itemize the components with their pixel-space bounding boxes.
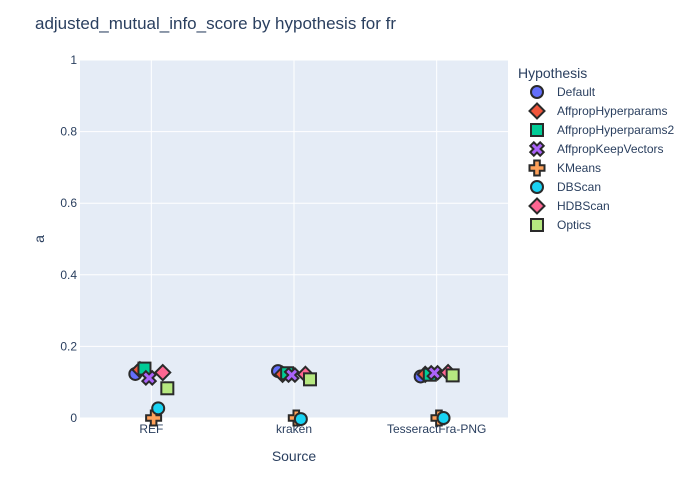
point-dbscan	[151, 401, 166, 416]
y-tick-label: 0.6	[60, 196, 77, 210]
legend-marker-hdbscan	[528, 197, 546, 215]
legend-item-default[interactable]: Default	[530, 85, 596, 99]
legend-label: Default	[557, 85, 596, 99]
point-affpropkeepvectors	[140, 369, 158, 387]
legend-title: Hypothesis	[518, 65, 587, 81]
legend-item-affprophyperparams2[interactable]: AffpropHyperparams2	[530, 123, 674, 137]
point-affpropkeepvectors	[426, 364, 443, 382]
legend-items: Default AffpropHyperparams AffpropHyperpar…	[528, 85, 674, 232]
point-optics	[303, 372, 317, 387]
legend-marker-affprophyperparams2	[530, 123, 544, 137]
y-axis-title: a	[31, 235, 47, 243]
legend-label: KMeans	[557, 161, 601, 175]
legend-item-optics[interactable]: Optics	[530, 218, 591, 232]
y-axis-ticks: 0 0.2 0.4 0.6 0.8 1	[60, 53, 77, 425]
legend-label: AffpropHyperparams2	[557, 123, 674, 137]
legend-item-affprophyperparams[interactable]: AffpropHyperparams	[528, 102, 668, 120]
legend-marker-kmeans	[528, 159, 546, 177]
legend-item-hdbscan[interactable]: HDBScan	[528, 197, 610, 215]
chart-title: adjusted_mutual_info_score by hypothesis…	[35, 14, 396, 33]
point-dbscan	[293, 412, 308, 427]
legend-marker-optics	[530, 218, 544, 232]
x-tick-label: TesseractFra-PNG	[387, 422, 486, 436]
x-axis-ticks: REF kraken TesseractFra-PNG	[139, 422, 486, 436]
point-hdbscan	[153, 363, 172, 382]
y-tick-label: 0.2	[60, 339, 77, 353]
point-optics	[160, 381, 175, 396]
legend-label: AffpropKeepVectors	[557, 142, 664, 156]
legend: Hypothesis Default AffpropHyperparams Affp…	[518, 65, 674, 232]
y-tick-label: 1	[70, 53, 77, 67]
legend-marker-affpropkeepvectors	[528, 140, 546, 158]
legend-item-kmeans[interactable]: KMeans	[528, 159, 602, 177]
legend-item-dbscan[interactable]: DBScan	[530, 180, 601, 194]
x-axis-title: Source	[272, 448, 317, 464]
legend-label: AffpropHyperparams	[557, 104, 668, 118]
point-dbscan	[436, 411, 451, 425]
legend-marker-dbscan	[530, 180, 544, 194]
point-affpropkeepvectors	[283, 366, 300, 384]
legend-label: DBScan	[557, 180, 601, 194]
legend-label: Optics	[557, 218, 591, 232]
legend-marker-affprophyperparams	[528, 102, 546, 120]
data-points	[128, 360, 460, 427]
y-tick-label: 0	[70, 411, 77, 425]
legend-item-affpropkeepvectors[interactable]: AffpropKeepVectors	[528, 140, 664, 158]
legend-label: HDBScan	[557, 199, 610, 213]
point-kmeans	[145, 409, 163, 427]
y-tick-label: 0.8	[60, 125, 77, 139]
point-optics	[445, 368, 460, 383]
y-tick-label: 0.4	[60, 268, 77, 282]
legend-marker-default	[530, 85, 544, 99]
